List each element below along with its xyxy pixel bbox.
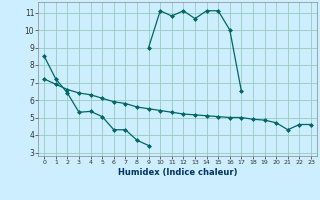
X-axis label: Humidex (Indice chaleur): Humidex (Indice chaleur) [118, 168, 237, 177]
